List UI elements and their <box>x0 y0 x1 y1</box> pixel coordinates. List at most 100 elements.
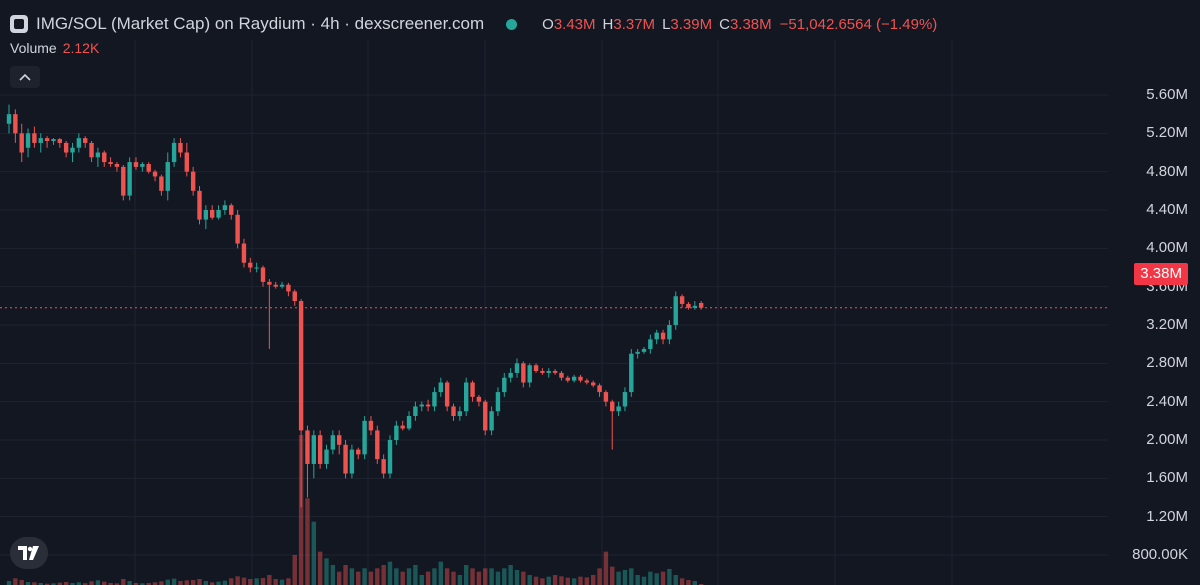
ohlc-low-key: L <box>662 15 671 33</box>
chart-header: IMG/SOL (Market Cap) on Raydium · 4h · d… <box>10 13 937 35</box>
volume-bar <box>51 583 56 585</box>
volume-bar <box>121 579 126 585</box>
candle-body <box>70 147 75 153</box>
volume-bar <box>248 579 253 585</box>
volume-bar <box>63 582 69 585</box>
candle-body <box>635 351 640 354</box>
candle-body <box>679 296 685 304</box>
candle-body <box>197 190 202 220</box>
candle-body <box>222 205 228 210</box>
volume-bars <box>6 435 704 585</box>
candle-body <box>533 365 539 371</box>
candle-body <box>489 411 494 431</box>
volume-bar <box>584 577 590 585</box>
volume-bar <box>311 521 316 585</box>
ohlc-open-value: 3.43M <box>553 15 596 33</box>
collapse-legend-button[interactable] <box>10 66 40 88</box>
candle-body <box>203 210 209 220</box>
candle-body <box>502 377 507 393</box>
volume-bar <box>438 561 443 585</box>
volume-bar <box>279 579 285 585</box>
volume-bar <box>368 571 374 585</box>
y-tick-label: 800.00K <box>1132 546 1188 563</box>
volume-bar <box>146 583 151 585</box>
y-tick-label: 2.80M <box>1146 354 1188 372</box>
volume-bar <box>521 571 526 585</box>
ohlc-low-value: 3.39M <box>670 15 713 33</box>
volume-bar <box>127 581 132 585</box>
volume-bar <box>190 580 196 585</box>
volume-bar <box>267 575 272 585</box>
candle-body <box>616 406 621 412</box>
volume-bar <box>406 568 412 585</box>
candle-body <box>400 425 405 429</box>
candle-body <box>152 171 158 177</box>
volume-bar <box>616 571 621 585</box>
y-tick-label: 3.20M <box>1146 316 1188 333</box>
volume-bar <box>546 576 551 585</box>
volume-bar <box>178 581 183 585</box>
volume-bar <box>19 580 24 585</box>
ohlc-open-key: O <box>542 15 554 33</box>
volume-bar <box>432 568 437 585</box>
candle-body <box>140 164 145 167</box>
volume-bar <box>254 578 259 585</box>
volume-bar <box>387 561 393 585</box>
volume-bar <box>32 582 37 585</box>
volume-legend: Volume 2.12K <box>10 40 99 56</box>
volume-bar <box>679 578 685 585</box>
volume-bar <box>260 578 266 585</box>
volume-label: Volume <box>10 40 57 56</box>
candle-body <box>648 339 653 349</box>
volume-bar <box>571 578 577 585</box>
volume-bar <box>552 575 558 585</box>
volume-bar <box>349 568 355 585</box>
volume-bar <box>13 578 18 585</box>
volume-bar <box>654 573 659 585</box>
tradingview-logo[interactable] <box>10 537 48 569</box>
y-tick-label: 2.00M <box>1146 431 1188 448</box>
volume-bar <box>667 569 672 585</box>
candle-body <box>133 162 139 167</box>
candle-body <box>25 133 31 148</box>
volume-bar <box>514 570 520 585</box>
candle-body <box>387 440 393 474</box>
candle-body <box>470 382 475 397</box>
volume-bar <box>95 580 101 585</box>
y-tick-label: 5.60M <box>1146 86 1188 103</box>
volume-bar <box>83 583 88 585</box>
candle-body <box>349 449 355 474</box>
volume-bar <box>343 565 348 585</box>
volume-bar <box>57 582 62 585</box>
volume-bar <box>229 578 234 585</box>
candle-body <box>286 284 291 292</box>
volume-bar <box>425 571 431 585</box>
volume-bar <box>400 571 405 585</box>
volume-bar <box>286 578 291 585</box>
candle-body <box>235 214 240 244</box>
candle-body <box>362 420 367 455</box>
candle-body <box>508 372 513 378</box>
volume-bar <box>241 577 247 585</box>
candle-body <box>178 142 183 153</box>
ohlc-high-value: 3.37M <box>613 15 656 33</box>
candle-body <box>565 377 570 381</box>
volume-bar <box>273 579 278 585</box>
tradingview-icon <box>18 546 39 560</box>
candle-body <box>44 138 50 141</box>
volume-bar <box>444 568 450 585</box>
volume-bar <box>38 583 43 585</box>
volume-bar <box>635 575 640 585</box>
volume-bar <box>184 580 189 585</box>
volume-bar <box>495 571 501 585</box>
candle-body <box>413 406 418 417</box>
volume-bar <box>70 583 75 585</box>
volume-bar <box>622 570 628 585</box>
candle-body <box>260 267 266 282</box>
volume-bar <box>216 581 221 585</box>
volume-bar <box>648 571 653 585</box>
candle-body <box>248 262 253 268</box>
candle-body <box>171 142 177 163</box>
volume-bar <box>165 579 170 585</box>
